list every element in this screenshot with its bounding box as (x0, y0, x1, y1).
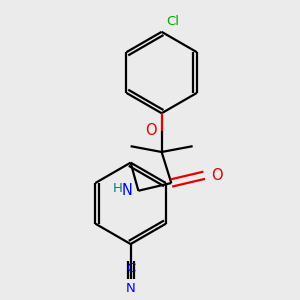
Text: N: N (126, 282, 136, 295)
Text: O: O (211, 168, 223, 183)
Text: N: N (122, 183, 133, 198)
Text: H: H (113, 182, 123, 195)
Text: C: C (126, 262, 135, 275)
Text: O: O (145, 123, 157, 138)
Text: Cl: Cl (167, 15, 179, 28)
